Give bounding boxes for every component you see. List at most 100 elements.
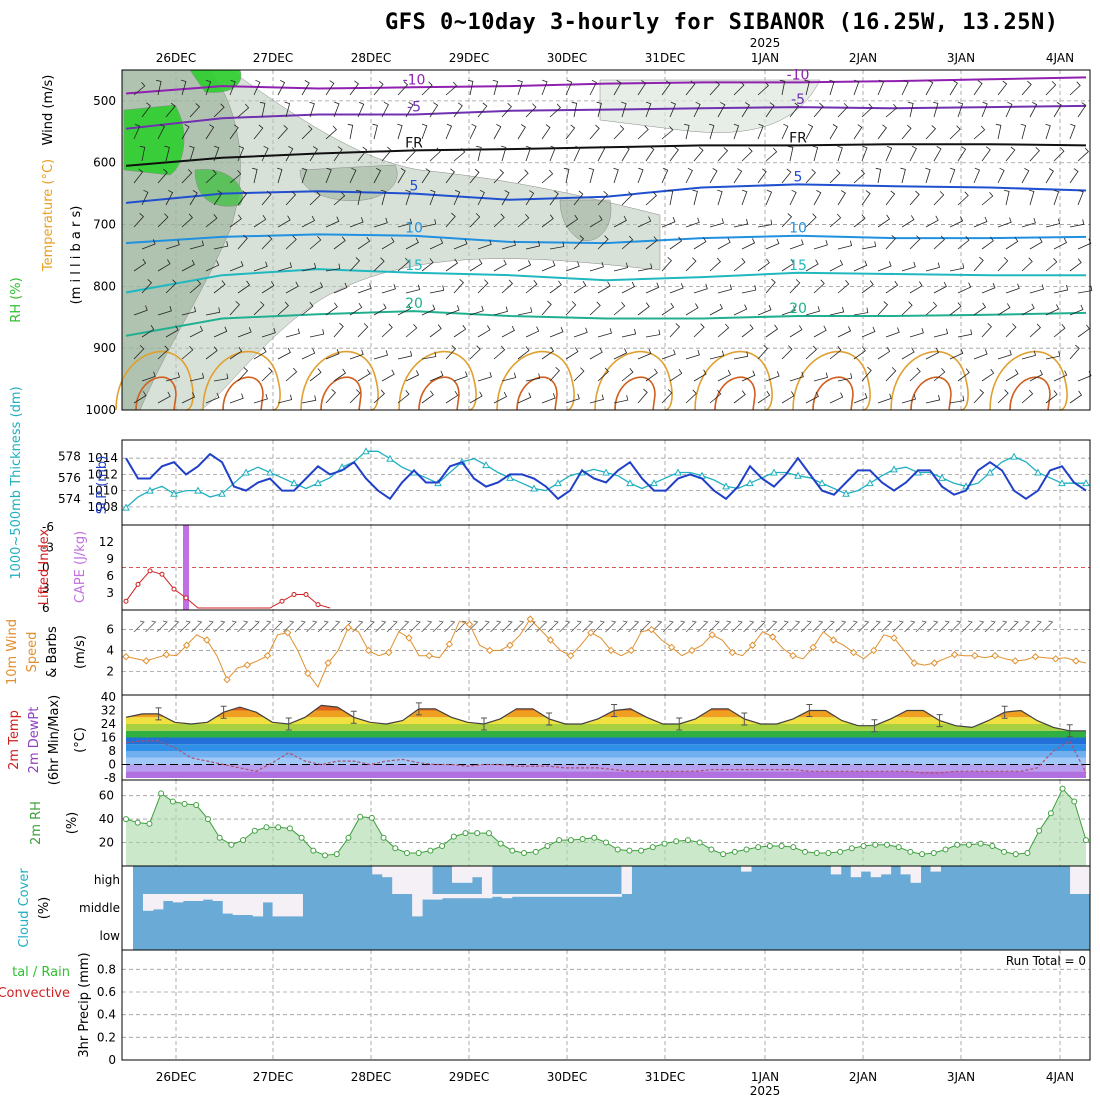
ytick-li-3: 3 [42,581,50,595]
upper-barb [621,281,636,294]
upper-barb [309,146,318,162]
upper-barb [981,236,994,250]
upper-barb [501,240,516,250]
wind-point [283,628,292,637]
ylabel-temperature: Temperature (°C) [41,159,56,272]
rh-point [720,851,727,858]
upper-barb [541,169,554,184]
upper-barb [500,145,507,162]
upper-barb [661,257,672,272]
thickness-point [674,468,682,476]
upper-barb [949,167,956,184]
isotherm-label-10-7: 10 [789,221,807,237]
upper-barb [1045,218,1061,228]
upper-barb [1021,303,1035,316]
upper-barb [517,260,532,272]
ytick-rh-40: 40 [99,812,114,826]
ytick-cape-9: 9 [106,552,114,566]
surface-barb [708,620,720,633]
upper-barb [1029,237,1043,250]
upper-barb [981,283,996,294]
upper-barb [995,123,1002,140]
ylabel-precip: 3hr Precip (mm) [77,952,92,1057]
upper-barb [565,261,580,272]
ytick-slp-1012: 1012 [87,467,118,481]
thickness-point [218,489,226,497]
upper-barb [765,102,775,118]
surface-barb [1019,620,1031,633]
upper-barb [717,147,729,162]
ytick-upper-900: 900 [93,341,116,355]
upper-barb [301,125,313,140]
rh-point [883,841,890,848]
upper-barb [684,123,690,140]
surface-barb [754,620,766,633]
ylabel-rh2m: 2m RH [29,801,44,845]
upper-barb [661,125,674,140]
surface-barb [1007,620,1019,633]
upper-barb [741,238,756,250]
upper-barb [829,392,844,404]
surface-barb [766,620,778,633]
ytick-upper-600: 600 [93,156,116,170]
surface-barb [789,620,801,633]
upper-barb [277,347,291,360]
upper-barb [1029,147,1040,162]
upper-barb [637,167,644,184]
rh-point [403,849,410,856]
cloud-mid-bar [412,894,423,917]
upper-barb [837,145,843,162]
upper-barb [693,323,705,338]
upper-barb [829,259,844,272]
rh-point [638,847,645,854]
upper-barb [237,234,248,250]
upper-barb [765,147,778,162]
upper-barb [667,189,674,206]
upper-barb [645,368,658,382]
upper-barb [957,101,964,118]
upper-barb [189,372,205,382]
rh-point [322,852,329,859]
upper-barb [277,125,288,140]
upper-barb [165,372,180,382]
upper-barb [757,390,771,404]
upper-barb [973,167,981,184]
rh-point [556,837,563,844]
upper-barb [133,213,144,228]
upper-barb [525,190,535,206]
upper-barb [932,101,939,118]
thickness-point [938,473,946,481]
upper-barb [261,235,273,250]
surface-barb [467,620,479,633]
upper-barb [861,366,872,382]
upper-barb [261,327,276,338]
upper-barb [301,80,310,96]
upper-barb [445,212,456,228]
thickness-point [866,479,874,487]
series-dewpt [125,740,1087,774]
ytick-temp-24: 24 [101,717,116,731]
upper-barb [421,258,434,272]
thickness-point [146,486,154,494]
wind-point [1011,657,1019,665]
upper-barb [805,169,816,184]
thickness-point [1082,479,1090,487]
upper-barb [157,345,169,360]
upper-barb [397,257,410,272]
upper-barb [781,123,789,140]
ytick-thick-578: 578 [58,450,81,464]
wind-point [385,648,393,657]
rh-point [439,842,446,849]
rh-point [1012,851,1019,858]
upper-barb [1028,189,1035,206]
series-slp [125,452,1087,501]
ytick-slp-1008: 1008 [87,500,118,514]
upper-barb [349,389,361,404]
upper-barb [229,393,244,404]
temp-band [126,717,1086,724]
upper-barb [493,306,508,316]
thickness-point [842,489,850,497]
upper-barb [285,235,297,250]
upper-barb [1069,390,1083,404]
surface-barb [547,620,559,633]
